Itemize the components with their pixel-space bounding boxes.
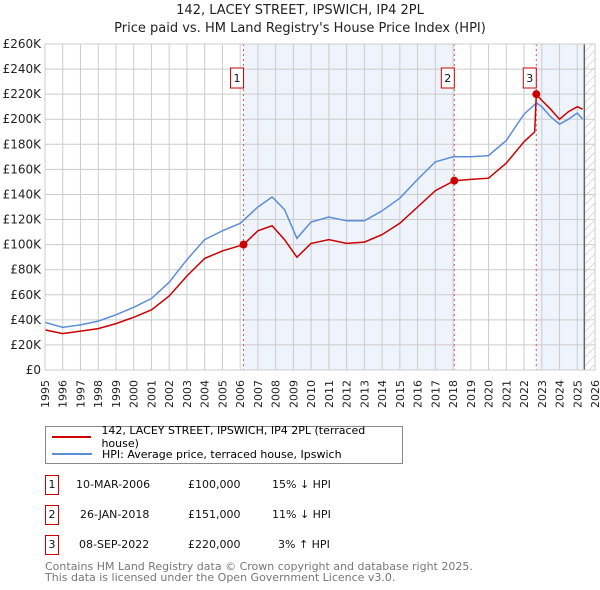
x-tick-label: 1995	[39, 380, 52, 408]
sale-date: 08-SEP-2022	[79, 538, 150, 551]
sale-point	[450, 176, 459, 185]
y-tick-label: £40K	[10, 313, 42, 327]
sale-marker: 1	[45, 475, 59, 495]
sale-label-box	[522, 67, 537, 89]
x-tick-label: 2018	[447, 380, 460, 408]
sale-date: 10-MAR-2006	[76, 478, 151, 491]
legend-item-property: 142, LACEY STREET, IPSWICH, IP4 2PL (ter…	[52, 424, 402, 450]
x-tick-label: 2023	[536, 380, 549, 408]
x-tick-label: 1999	[110, 380, 123, 408]
x-tick-label: 1998	[92, 380, 105, 408]
x-tick-label: 2004	[199, 380, 212, 408]
y-tick-label: £80K	[10, 263, 42, 277]
y-tick-label: £160K	[3, 162, 43, 176]
sale-label: 1	[234, 72, 241, 85]
x-tick-label: 2010	[305, 380, 318, 408]
sale-point	[532, 90, 541, 99]
sale-date: 26-JAN-2018	[80, 508, 150, 521]
legend-label: HPI: Average price, terraced house, Ipsw…	[102, 447, 342, 461]
chart-title: 142, LACEY STREET, IPSWICH, IP4 2PL	[176, 3, 424, 18]
x-tick-label: 2019	[465, 380, 478, 408]
sale-marker: 3	[45, 535, 59, 555]
x-tick-label: 2026	[589, 380, 600, 408]
x-tick-label: 2002	[163, 380, 176, 408]
y-tick-label: £20K	[10, 338, 42, 352]
price-chart: 1995 1996 1997 1998 1999 2000 2001 2002 2003 2004…	[3, 37, 600, 408]
x-tick-label: 2015	[394, 380, 407, 408]
plot-frame	[44, 43, 596, 371]
sale-hpi: 11% ↓ HPI	[272, 508, 331, 521]
x-tick-label: 2003	[181, 380, 194, 408]
y-tick-label: £120K	[3, 213, 43, 227]
sale-price: £151,000	[188, 508, 241, 521]
footer-line: This data is licensed under the Open Gov…	[45, 571, 396, 584]
x-tick-label: 2006	[234, 380, 247, 408]
x-tick-label: 2016	[412, 380, 425, 408]
y-tick-label: £200K	[3, 112, 43, 126]
x-tick-label: 2014	[376, 380, 389, 408]
x-tick-label: 2022	[518, 380, 531, 408]
y-tick-label: £240K	[3, 62, 43, 76]
y-tick-label: £140K	[3, 187, 43, 201]
y-tick-label: £100K	[3, 238, 43, 252]
chart-subtitle: Price paid vs. HM Land Registry's House …	[114, 21, 486, 36]
y-tick-label: £180K	[3, 137, 43, 151]
sale-label: 2	[444, 72, 451, 85]
series-line	[44, 101, 584, 329]
x-tick-label: 2005	[216, 380, 229, 408]
forecast-hatch	[584, 44, 595, 370]
sale-price: £100,000	[188, 478, 241, 491]
sale-point	[239, 240, 248, 249]
y-tick-label: £260K	[3, 37, 43, 51]
x-tick-label: 2009	[287, 380, 300, 408]
x-tick-label: 2008	[270, 380, 283, 408]
y-tick-label: £220K	[3, 87, 43, 101]
x-tick-label: 2001	[145, 380, 158, 408]
sale-label: 3	[526, 72, 533, 85]
x-tick-label: 1996	[57, 380, 70, 408]
footer: Contains HM Land Registry data © Crown c…	[45, 561, 473, 583]
sale-price: £220,000	[188, 538, 241, 551]
x-tick-label: 2021	[500, 380, 513, 408]
y-tick-label: £60K	[10, 288, 42, 302]
sale-label-box	[230, 67, 245, 89]
sale-marker: 2	[45, 505, 59, 525]
x-tick-label: 2000	[128, 380, 141, 408]
shaded-period	[243, 44, 455, 370]
legend-item-hpi: HPI: Average price, terraced house, Ipsw…	[52, 446, 342, 462]
x-tick-label: 2017	[429, 380, 442, 408]
shaded-period	[536, 44, 585, 370]
x-tick-label: 1997	[74, 380, 87, 408]
legend: 142, LACEY STREET, IPSWICH, IP4 2PL (ter…	[45, 424, 403, 464]
sale-hpi: 15% ↓ HPI	[272, 478, 331, 491]
x-tick-label: 2007	[252, 380, 265, 408]
x-tick-label: 2011	[323, 380, 336, 408]
x-tick-label: 2020	[483, 380, 496, 408]
legend-label: 142, LACEY STREET, IPSWICH, IP4 2PL (ter…	[101, 424, 366, 450]
y-tick-label: £0	[26, 363, 41, 377]
x-tick-label: 2013	[358, 380, 371, 408]
x-tick-label: 2024	[554, 380, 567, 408]
sale-hpi: 3% ↑ HPI	[278, 538, 330, 551]
x-tick-label: 2012	[341, 380, 354, 408]
x-tick-label: 2025	[571, 380, 584, 408]
sale-label-box	[440, 67, 455, 89]
footer-line: Contains HM Land Registry data © Crown c…	[45, 560, 473, 573]
